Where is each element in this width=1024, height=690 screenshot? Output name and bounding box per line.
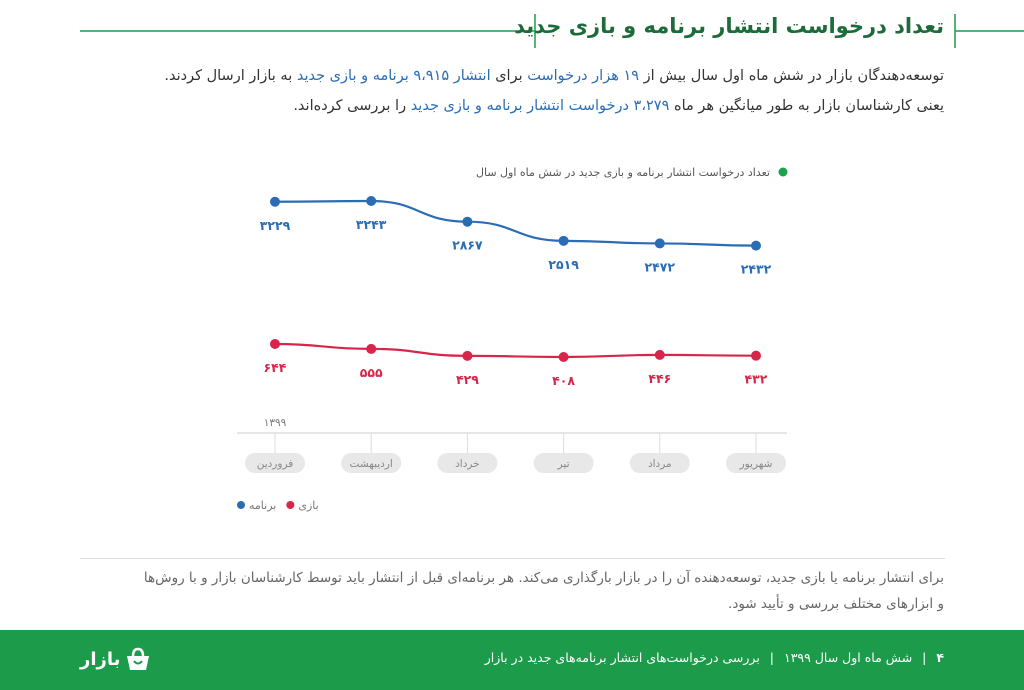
legend-label: برنامه (249, 499, 276, 512)
data-label: ۴۲۹ (456, 372, 479, 387)
x-tick-label: مرداد (648, 458, 672, 470)
data-label: ۵۵۵ (360, 365, 383, 380)
data-point (654, 349, 665, 360)
x-tick-label: تیر (557, 458, 570, 470)
intro-line: توسعه‌دهندگان بازار در شش ماه اول سال بی… (164, 68, 944, 84)
data-point (654, 238, 665, 249)
logo: بازار (80, 646, 152, 672)
footer-period: شش ماه اول سال ۱۳۹۹ (784, 650, 913, 665)
highlight-text: انتشار ۹،۹۱۵ برنامه و بازی جدید (296, 68, 491, 84)
data-label: ۴۳۲ (745, 372, 768, 387)
series-line (274, 342, 757, 359)
highlight-text: ۳،۲۷۹ درخواست انتشار برنامه و بازی جدید (410, 98, 670, 114)
data-point (270, 196, 280, 207)
logo-text: بازار (80, 648, 121, 670)
category-pill (629, 453, 690, 473)
data-label: ۲۴۳۲ (741, 262, 772, 277)
series-line (274, 199, 757, 247)
highlight-text: ۱۹ هزار درخواست (527, 68, 640, 84)
data-label: ۳۲۲۹ (260, 218, 291, 233)
footer: ۴ | شش ماه اول سال ۱۳۹۹ | بررسی درخواست‌… (0, 630, 1024, 690)
data-label: ۴۰۸ (552, 373, 575, 388)
note-line: و ابزارهای مختلف بررسی و تأیید شود. (728, 596, 944, 612)
year-label: ۱۳۹۹ (264, 417, 287, 429)
title-frame (80, 14, 1024, 48)
data-point (270, 339, 280, 350)
data-point (558, 352, 569, 362)
legend-dot (237, 501, 245, 509)
intro-text: توسعه‌دهندگان بازار در شش ماه اول سال بی… (639, 68, 944, 84)
intro-text: به بازار ارسال کردند. (164, 68, 297, 84)
data-point (462, 216, 473, 227)
page-title: تعداد درخواست انتشار برنامه و بازی جدید (514, 14, 944, 38)
data-point (558, 235, 569, 246)
data-label: ۴۴۶ (648, 371, 671, 386)
intro-text: برای (490, 68, 528, 84)
legend-dot (778, 167, 788, 177)
footer-report: بررسی درخواست‌های انتشار برنامه‌های جدید… (484, 650, 760, 665)
separator (80, 558, 945, 559)
x-tick-label: فروردین (257, 458, 294, 470)
data-point (366, 343, 377, 354)
category-pill (726, 453, 786, 473)
data-label: ۶۴۴ (264, 360, 287, 375)
intro-text: را بررسی کرده‌اند. (293, 98, 411, 114)
legend-label: بازی (298, 499, 318, 512)
data-label: ۲۴۷۲ (645, 259, 676, 274)
chart-subtitle: تعداد درخواست انتشار برنامه و بازی جدید … (476, 166, 770, 179)
x-tick-label: اردیبهشت (350, 458, 393, 470)
category-pill (341, 453, 402, 473)
data-point (751, 350, 761, 361)
note-line: برای انتشار برنامه یا بازی جدید، توسعه‌د… (143, 570, 944, 586)
data-label: ۳۲۴۳ (356, 217, 387, 232)
x-tick-label: خرداد (455, 458, 480, 470)
footer-text: ۴ | شش ماه اول سال ۱۳۹۹ | بررسی درخواست‌… (484, 650, 944, 665)
logo-icon (127, 647, 150, 670)
chart: تعداد درخواست انتشار برنامه و بازی جدید … (237, 166, 788, 512)
category-pill (533, 453, 594, 473)
data-point (751, 240, 761, 251)
x-tick-label: شهریور (739, 458, 773, 470)
category-pill (245, 453, 305, 473)
legend-dot (286, 501, 295, 509)
data-label: ۲۸۶۷ (452, 238, 483, 253)
intro-text: یعنی کارشناسان بازار به طور میانگین هر م… (669, 98, 944, 114)
data-label: ۲۵۱۹ (548, 257, 579, 272)
category-pill (437, 453, 498, 473)
data-point (366, 196, 377, 206)
data-point (462, 350, 473, 361)
intro-line: یعنی کارشناسان بازار به طور میانگین هر م… (293, 98, 944, 114)
page-number: ۴ (936, 650, 944, 665)
